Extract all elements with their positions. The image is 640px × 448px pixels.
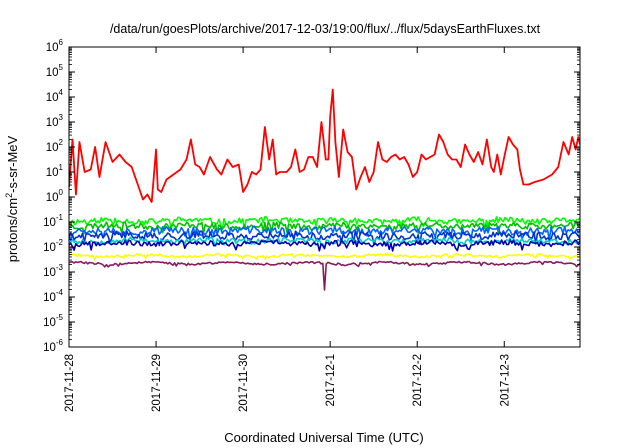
x-tick-label: 2017-12-3: [499, 354, 511, 406]
series-line-1: [69, 88, 580, 203]
y-tick-label: 102: [46, 138, 64, 154]
series-line-9: [69, 260, 580, 291]
chart-title: /data/run/goesPlots/archive/2017-12-03/1…: [110, 22, 541, 36]
axes-layer: 106 105 104 103 102 101 100 10-1 10-2 10-3 10-4 10-…: [43, 38, 580, 412]
series-line-4: [69, 225, 580, 242]
y-tick-label: 105: [46, 63, 64, 79]
series-line-5: [69, 230, 580, 247]
x-tick-label: 2017-11-29: [151, 354, 163, 412]
y-axis-label-base: protons/cm: [5, 198, 20, 262]
y-axis-label: protons/cm2-s-sr-MeV: [4, 135, 20, 262]
series-line-2: [69, 215, 580, 231]
x-tick-label: 2017-12-2: [412, 354, 424, 406]
x-tick-label: 2017-11-28: [64, 354, 76, 412]
y-tick-label: 10-4: [43, 288, 63, 304]
y-tick-label: 10-5: [43, 313, 63, 329]
y-tick-label: 101: [46, 163, 64, 179]
series-layer: [69, 88, 580, 291]
y-tick-label: 104: [46, 88, 64, 104]
y-tick-label: 10-3: [43, 263, 63, 279]
y-tick-label: 103: [46, 113, 64, 129]
y-axis-label-rest: -s-sr-MeV: [5, 135, 20, 192]
y-tick-label: 10-2: [43, 238, 63, 254]
series-line-7: [69, 239, 580, 252]
x-tick-label: 2017-11-30: [238, 354, 250, 412]
y-tick-label: 106: [46, 38, 64, 54]
y-axis-label-sup: 2: [4, 193, 14, 198]
x-axis-label: Coordinated Universal Time (UTC): [224, 430, 423, 445]
y-tick-label: 10-1: [43, 213, 63, 229]
series-line-8: [69, 252, 580, 261]
y-tick-label: 100: [46, 188, 64, 204]
y-tick-label: 10-6: [43, 338, 63, 354]
x-tick-label: 2017-12-1: [325, 354, 337, 406]
series-line-3: [69, 221, 580, 235]
